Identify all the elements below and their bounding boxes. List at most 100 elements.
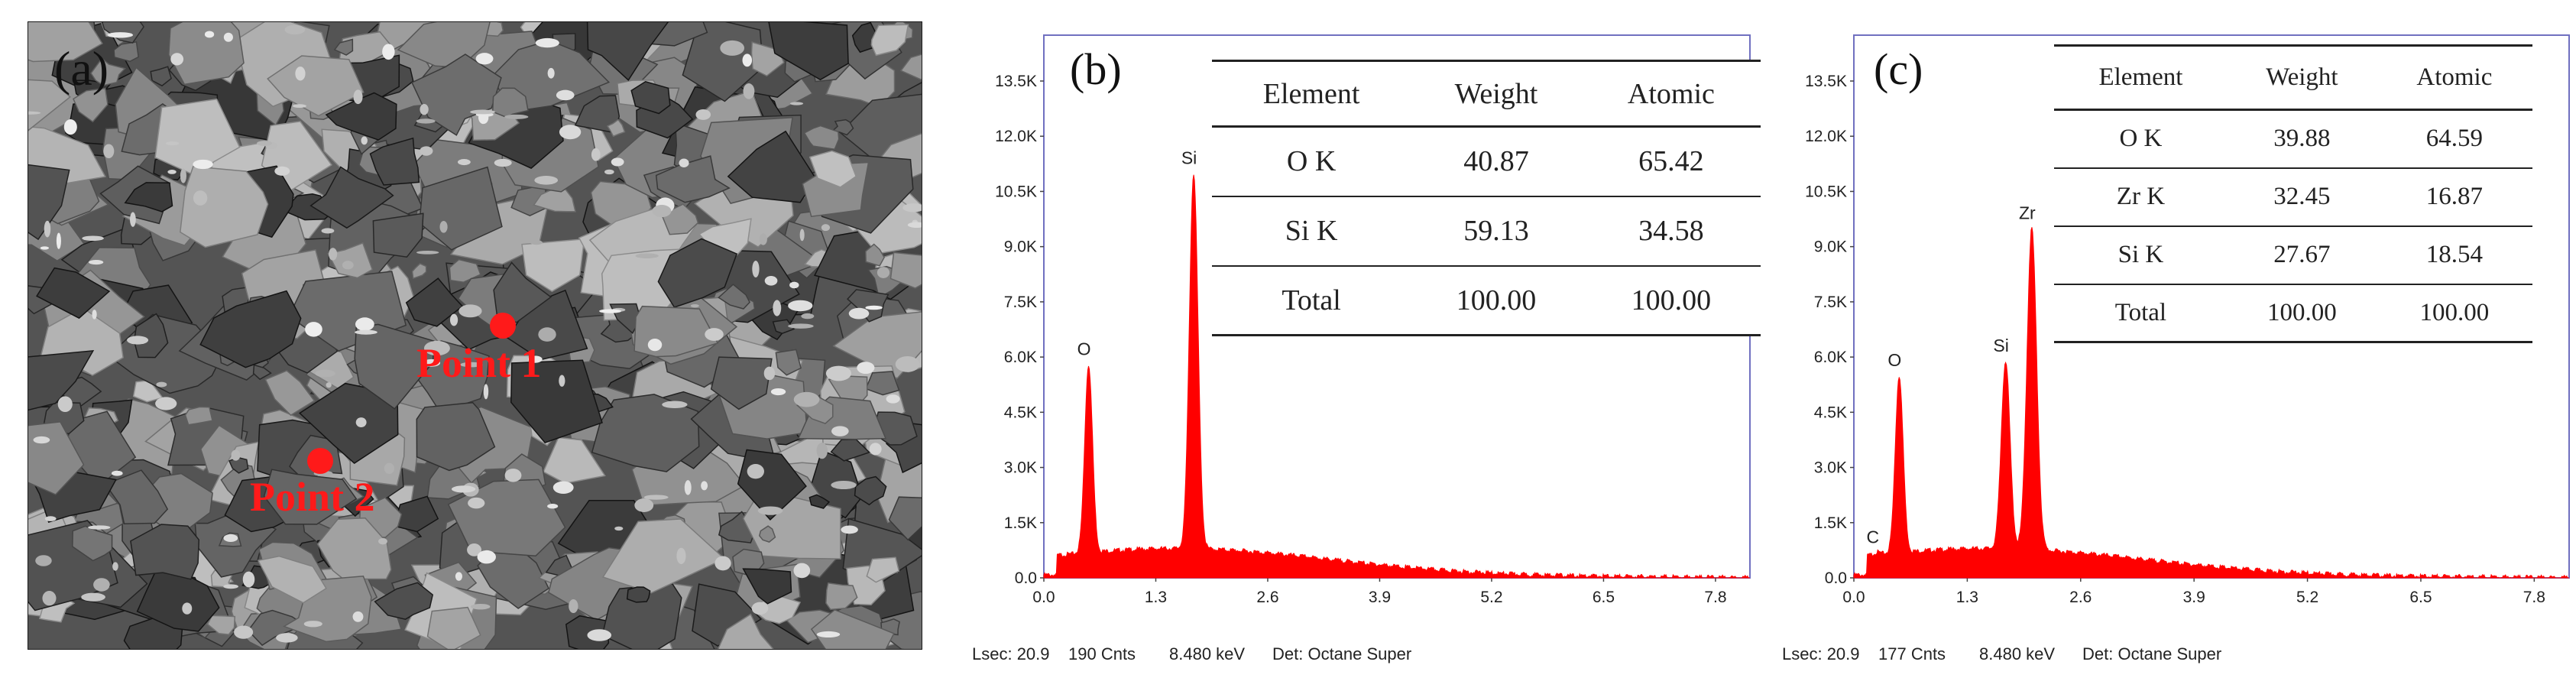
y-tick-label: 0.0 [1015, 569, 1037, 587]
eds-spectrum-c: 0.0 1.5K 3.0K 4.5K 6.0K 7.5K 9.0K 10.5K 12.0K 13.… [1774, 0, 2576, 678]
cell-weight: 100.00 [2267, 298, 2337, 326]
x-tick-label: 2.6 [2069, 589, 2092, 606]
x-tick-label: 7.8 [2523, 589, 2545, 606]
spectrum-area [1043, 174, 1750, 579]
point-2-label: Point 2 [250, 474, 375, 520]
cell-atomic: 65.42 [1638, 145, 1704, 178]
x-tick-label: 5.2 [2296, 589, 2318, 606]
cell-weight: 32.45 [2273, 183, 2331, 210]
footer-c-det: Det: Octane Super [2082, 644, 2222, 663]
cell-atomic: 18.54 [2425, 241, 2484, 268]
panel-a-label: (a) [54, 41, 109, 96]
spectrum-b-plot: 0.0 1.5K 3.0K 4.5K 6.0K 7.5K 9.0K 10.5K 12.0K 13.… [995, 34, 1751, 606]
table-row: O K 40.87 65.42 [1212, 127, 1761, 196]
table-header-row: Element Weight Atomic [2054, 45, 2532, 110]
y-tick-label: 6.0K [1814, 349, 1847, 366]
panel-label: (c) [1874, 44, 1923, 94]
table-row: Si K 59.13 34.58 [1212, 196, 1761, 266]
x-tick-label: 3.9 [2183, 589, 2205, 606]
footer-b-lsec: Lsec: 20.9 [972, 644, 1050, 663]
cell-element: Si K [2118, 241, 2164, 268]
x-tick-label: 3.9 [1369, 589, 1391, 606]
y-tick-label: 12.0K [995, 128, 1037, 145]
spectrum-area [1853, 227, 2569, 579]
cell-element: O K [1286, 145, 1337, 178]
y-tick-label: 10.5K [1805, 183, 1847, 200]
header-element: Element [2098, 63, 2183, 91]
x-tick-label: 0.0 [1842, 589, 1865, 606]
header-weight: Weight [2266, 63, 2338, 91]
footer-c-kev: 8.480 keV [1979, 644, 2056, 663]
table-row: O K 39.88 64.59 [2054, 110, 2532, 168]
y-tick-label: 1.5K [1004, 514, 1037, 532]
composition-table-c: Element Weight Atomic O K 39.88 64.59 Zr… [2054, 44, 2532, 343]
y-tick-label: 0.0 [1825, 569, 1847, 587]
y-tick-label: 4.5K [1004, 404, 1037, 421]
header-element: Element [1262, 77, 1360, 110]
footer-c-lsec: Lsec: 20.9 [1782, 644, 1860, 663]
cell-element: Si K [1285, 215, 1338, 247]
header-atomic: Atomic [1627, 77, 1715, 110]
y-tick-label: 7.5K [1814, 294, 1847, 311]
y-tick-label: 4.5K [1814, 404, 1847, 421]
cell-weight: 100.00 [1456, 284, 1537, 316]
spectrum-c-plot: 0.0 1.5K 3.0K 4.5K 6.0K 7.5K 9.0K 10.5K 12.0K 13.… [1805, 34, 2570, 606]
cell-weight: 39.88 [2273, 125, 2331, 153]
sem-image-panel: (a) Point 1 Point 2 [28, 21, 922, 650]
eds-spectrum-b: 0.0 1.5K 3.0K 4.5K 6.0K 7.5K 9.0K 10.5K 12.0K 13.… [948, 0, 1761, 678]
point-2-marker [307, 448, 333, 474]
cell-weight: 59.13 [1463, 215, 1529, 247]
footer-c-cnts: 177 Cnts [1878, 644, 1946, 663]
y-tick-label: 13.5K [1805, 73, 1847, 90]
table-header-row: Element Weight Atomic [1212, 60, 1761, 127]
peak-label-o: O [1077, 339, 1091, 359]
point-1-label: Point 1 [416, 340, 542, 386]
y-tick-label: 6.0K [1004, 349, 1037, 366]
header-atomic: Atomic [2416, 63, 2493, 91]
y-tick-label: 1.5K [1814, 514, 1847, 532]
point-1-marker [490, 313, 516, 339]
composition-table-b: Element Weight Atomic O K 40.87 65.42 Si… [1212, 60, 1761, 336]
table-row: Zr K 32.45 16.87 [2054, 168, 2532, 226]
y-tick-label: 13.5K [995, 73, 1037, 90]
table-row: Total 100.00 100.00 [2054, 284, 2532, 342]
cell-weight: 27.67 [2273, 241, 2331, 268]
footer-b-det: Det: Octane Super [1272, 644, 1412, 663]
sem-micrograph [28, 22, 922, 649]
y-tick-label: 3.0K [1004, 459, 1037, 477]
header-weight: Weight [1454, 77, 1538, 110]
x-tick-label: 0.0 [1032, 589, 1055, 606]
table-row: Total 100.00 100.00 [1212, 266, 1761, 336]
y-tick-label: 12.0K [1805, 128, 1847, 145]
y-tick-label: 9.0K [1814, 238, 1847, 256]
x-tick-label: 1.3 [1145, 589, 1167, 606]
footer-b-kev: 8.480 keV [1169, 644, 1246, 663]
peak-label-si: Si [1181, 148, 1197, 167]
cell-element: O K [2119, 125, 2163, 153]
cell-weight: 40.87 [1463, 145, 1529, 178]
x-tick-label: 2.6 [1256, 589, 1278, 606]
peak-label-si: Si [1993, 336, 2008, 355]
y-tick-label: 10.5K [995, 183, 1037, 200]
cell-atomic: 100.00 [2419, 298, 2490, 326]
peak-label-c: C [1867, 527, 1880, 547]
y-tick-label: 7.5K [1004, 294, 1037, 311]
cell-atomic: 64.59 [2425, 125, 2484, 153]
panel-label: (b) [1070, 44, 1122, 94]
x-tick-label: 1.3 [1956, 589, 1978, 606]
y-tick-label: 9.0K [1004, 238, 1037, 256]
y-tick-label: 3.0K [1814, 459, 1847, 477]
peak-label-zr: Zr [2019, 203, 2036, 223]
cell-element: Total [1282, 284, 1341, 316]
table-row: Si K 27.67 18.54 [2054, 226, 2532, 284]
cell-element: Zr K [2116, 183, 2166, 210]
peak-label-o: O [1887, 350, 1901, 370]
x-tick-label: 6.5 [1593, 589, 1615, 606]
cell-atomic: 100.00 [1631, 284, 1712, 316]
cell-element: Total [2114, 298, 2167, 326]
sem-particles [28, 22, 922, 649]
x-tick-label: 7.8 [1704, 589, 1726, 606]
x-tick-label: 6.5 [2409, 589, 2432, 606]
cell-atomic: 34.58 [1638, 215, 1704, 247]
cell-atomic: 16.87 [2425, 183, 2484, 210]
